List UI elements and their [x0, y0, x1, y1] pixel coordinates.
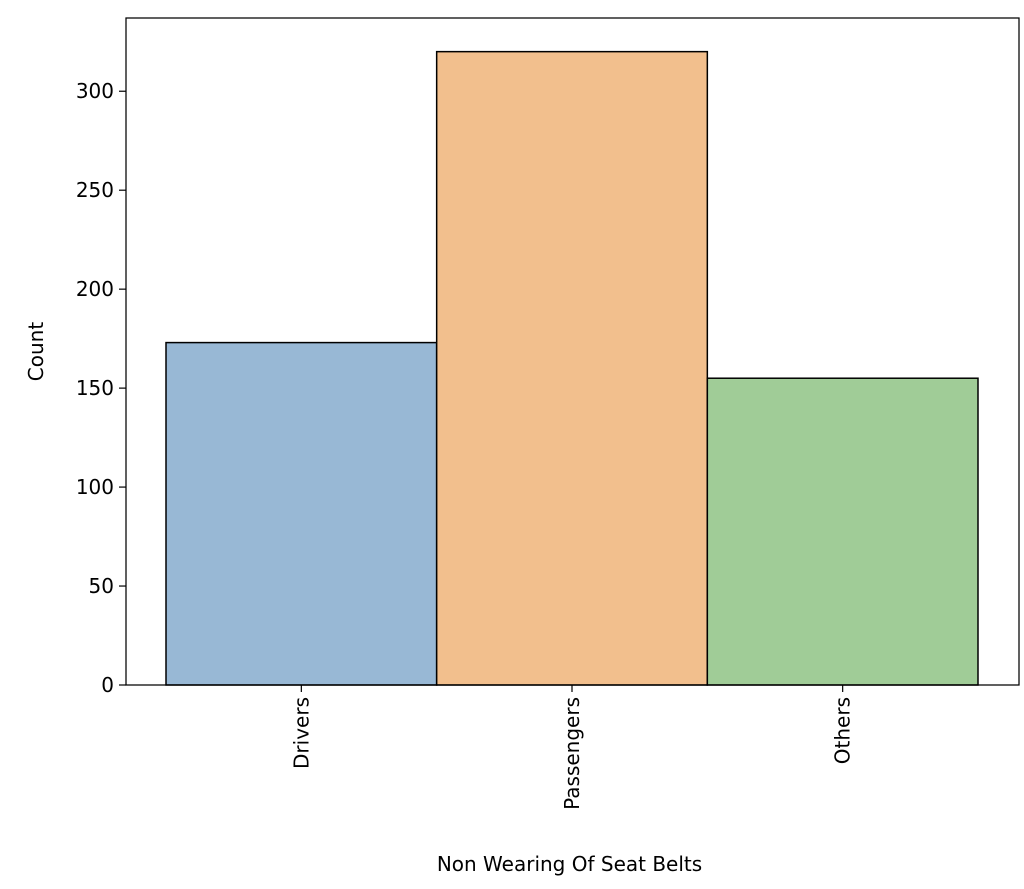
y-tick-label: 250	[76, 178, 114, 202]
y-tick-label: 150	[76, 376, 114, 400]
y-tick-label: 300	[76, 79, 114, 103]
bars-group	[165, 50, 979, 686]
x-tick-label-passengers: Passengers	[560, 697, 584, 810]
x-ticks-group: Drivers Passengers Others	[289, 685, 855, 810]
x-tick-label-others: Others	[831, 697, 855, 764]
x-tick-label-drivers: Drivers	[289, 697, 313, 769]
y-tick-label: 100	[76, 475, 114, 499]
bar-others	[706, 377, 979, 686]
y-tick-label: 200	[76, 277, 114, 301]
bar-passengers	[435, 50, 709, 686]
y-tick-label: 0	[101, 673, 114, 697]
y-axis-label: Count	[24, 322, 48, 382]
y-ticks-group: 0 50 100 150 200 250 300	[76, 79, 126, 697]
bar-drivers	[165, 341, 438, 686]
y-tick-label: 50	[89, 574, 114, 598]
x-axis-label: Non Wearing Of Seat Belts	[437, 852, 702, 876]
